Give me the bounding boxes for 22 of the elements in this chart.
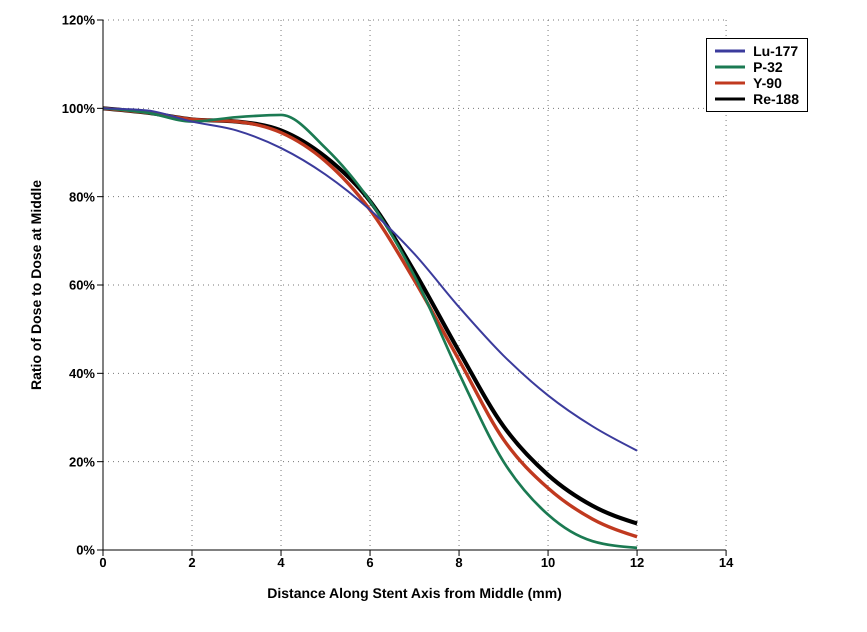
y-tick-label: 100% <box>62 100 96 116</box>
x-tick-label: 8 <box>455 555 463 570</box>
y-axis-title: Ratio of Dose to Dose at Middle <box>28 180 44 390</box>
x-tick-label: 4 <box>277 555 286 570</box>
y-tick-label: 80% <box>68 189 96 204</box>
x-tick-label: 10 <box>540 555 556 570</box>
x-axis-title: Distance Along Stent Axis from Middle (mm) <box>267 585 562 601</box>
legend-label: Re-188 <box>753 91 799 107</box>
legend-label: P-32 <box>753 59 783 75</box>
x-tick-label: 2 <box>188 555 196 570</box>
x-tick-label: 6 <box>366 555 374 570</box>
y-tick-label: 40% <box>68 366 96 381</box>
y-tick-label: 60% <box>68 278 96 293</box>
y-tick-label: 20% <box>68 454 96 470</box>
legend-label: Lu-177 <box>753 43 798 59</box>
y-tick-label: 120% <box>62 12 96 28</box>
x-tick-label: 12 <box>630 555 644 570</box>
x-tick-label: 14 <box>718 555 734 570</box>
x-tick-label: 0 <box>99 555 107 570</box>
legend-label: Y-90 <box>753 75 782 91</box>
line-series <box>103 107 638 452</box>
y-tick-label: 0% <box>76 542 96 558</box>
